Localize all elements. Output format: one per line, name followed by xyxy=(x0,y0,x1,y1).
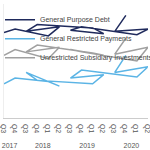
svg-text:Q1: Q1 xyxy=(87,124,95,133)
svg-text:Q1: Q1 xyxy=(43,124,51,133)
svg-text:Q2: Q2 xyxy=(98,124,106,133)
svg-text:2018: 2018 xyxy=(35,142,51,149)
svg-text:Q1: Q1 xyxy=(131,124,139,133)
svg-text:Q2: Q2 xyxy=(143,124,150,133)
svg-text:Q3: Q3 xyxy=(21,124,29,133)
svg-text:General Purpose Debt: General Purpose Debt xyxy=(40,16,110,24)
svg-text:Q3: Q3 xyxy=(0,124,7,133)
svg-text:2017: 2017 xyxy=(2,142,18,149)
svg-text:Q4: Q4 xyxy=(10,124,18,133)
svg-text:Q4: Q4 xyxy=(76,124,84,133)
svg-text:Q3: Q3 xyxy=(65,124,73,133)
svg-text:2020: 2020 xyxy=(124,142,140,149)
svg-text:General Restricted Payments: General Restricted Payments xyxy=(40,35,132,43)
svg-text:Q4: Q4 xyxy=(120,124,128,133)
svg-text:Q4: Q4 xyxy=(32,124,40,133)
svg-text:Q3: Q3 xyxy=(109,124,117,133)
svg-text:2019: 2019 xyxy=(79,142,95,149)
svg-text:Q2: Q2 xyxy=(54,124,62,133)
svg-text:Unrestricted Subsidiary Invest: Unrestricted Subsidiary Investments xyxy=(40,54,150,62)
